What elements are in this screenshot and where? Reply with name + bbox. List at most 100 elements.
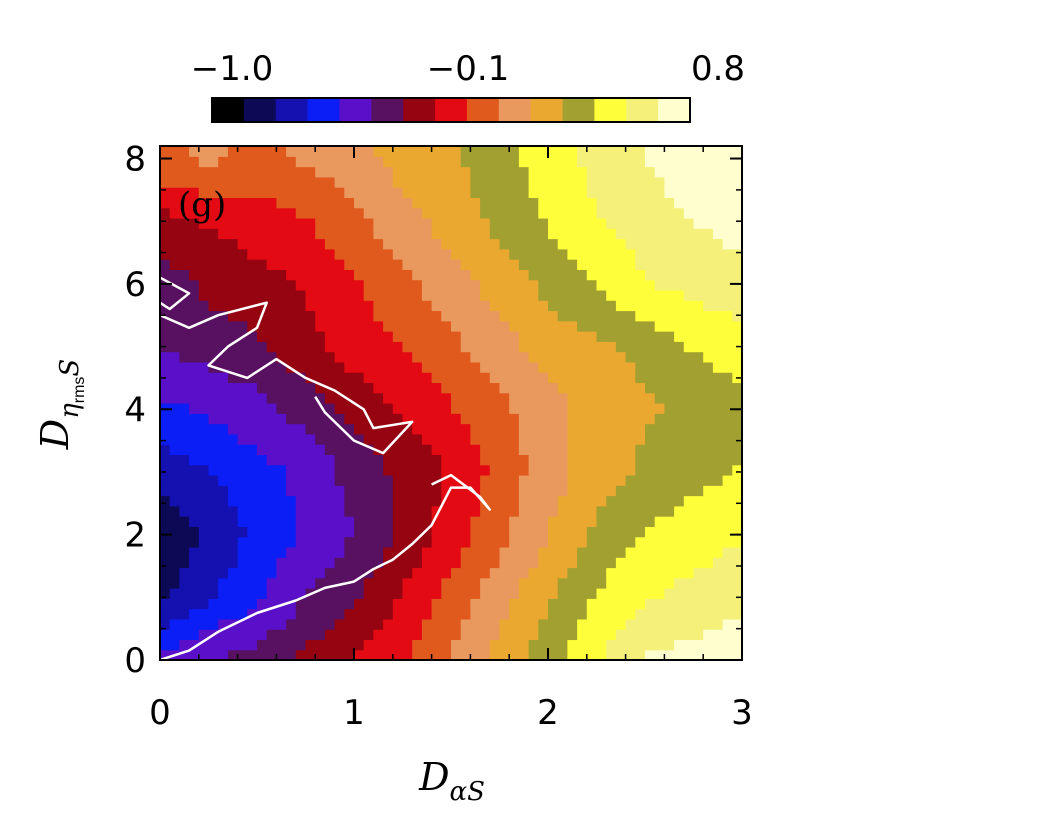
- heatmap-cell: [421, 433, 433, 445]
- heatmap-cell: [441, 310, 452, 322]
- heatmap-cell: [412, 464, 423, 476]
- heatmap-cell: [548, 557, 559, 569]
- heatmap-cell: [198, 351, 210, 363]
- heatmap-cell: [247, 382, 258, 394]
- heatmap-cell: [538, 505, 549, 517]
- heatmap-cell: [363, 176, 374, 188]
- heatmap-cell: [518, 248, 530, 260]
- heatmap-cell: [402, 485, 413, 497]
- heatmap-cell: [189, 629, 200, 641]
- heatmap-cell: [208, 320, 219, 332]
- heatmap-cell: [470, 464, 481, 476]
- heatmap-cell: [412, 639, 423, 651]
- heatmap-cell: [451, 546, 462, 558]
- heatmap-cell: [334, 526, 345, 538]
- heatmap-cell: [208, 495, 219, 507]
- heatmap-cell: [160, 536, 171, 548]
- heatmap-cell: [596, 146, 607, 157]
- heatmap-cell: [596, 433, 607, 445]
- heatmap-cell: [402, 557, 413, 569]
- heatmap-cell: [615, 495, 627, 507]
- heatmap-cell: [276, 156, 287, 168]
- heatmap-cell: [645, 238, 656, 250]
- heatmap-cell: [548, 228, 559, 240]
- heatmap-cell: [615, 639, 627, 651]
- heatmap-cell: [324, 351, 336, 363]
- heatmap-cell: [654, 259, 665, 270]
- heatmap-cell: [334, 423, 345, 435]
- heatmap-cell: [315, 361, 326, 373]
- heatmap-cell: [344, 639, 355, 651]
- heatmap-cell: [518, 197, 530, 209]
- heatmap-cell: [470, 536, 481, 548]
- heatmap-cell: [712, 372, 724, 384]
- heatmap-cell: [218, 351, 229, 363]
- heatmap-cell: [518, 505, 530, 517]
- heatmap-cell: [208, 618, 219, 630]
- heatmap-cell: [189, 248, 200, 260]
- heatmap-cell: [451, 187, 462, 198]
- heatmap-cell: [577, 279, 588, 291]
- heatmap-cell: [208, 289, 219, 301]
- heatmap-cell: [412, 577, 423, 589]
- heatmap-cell: [160, 269, 171, 281]
- heatmap-cell: [586, 546, 598, 558]
- heatmap-cell: [266, 495, 277, 507]
- heatmap-cell: [334, 382, 345, 394]
- heatmap-cell: [208, 485, 219, 497]
- heatmap-cell: [295, 608, 307, 620]
- heatmap-cell: [548, 320, 559, 332]
- heatmap-cell: [295, 577, 307, 589]
- heatmap-cell: [179, 557, 190, 569]
- heatmap-cell: [266, 557, 277, 569]
- heatmap-cell: [615, 382, 627, 394]
- heatmap-cell: [305, 577, 316, 589]
- heatmap-cell: [451, 351, 462, 363]
- heatmap-cell: [218, 207, 229, 219]
- heatmap-cell: [548, 289, 559, 301]
- heatmap-cell: [528, 187, 539, 198]
- heatmap-cell: [460, 187, 471, 198]
- heatmap-cell: [674, 248, 685, 260]
- heatmap-cell: [227, 536, 239, 548]
- heatmap-cell: [567, 454, 578, 466]
- heatmap-cell: [596, 649, 607, 660]
- heatmap-cell: [179, 238, 190, 250]
- heatmap-cell: [257, 598, 268, 610]
- heatmap-cell: [227, 649, 239, 660]
- heatmap-cell: [451, 331, 462, 342]
- heatmap-cell: [732, 382, 742, 394]
- heatmap-cell: [373, 557, 384, 569]
- heatmap-cell: [460, 546, 471, 558]
- heatmap-cell: [344, 618, 355, 630]
- heatmap-cell: [295, 372, 307, 384]
- heatmap-cell: [538, 146, 549, 157]
- heatmap-cell: [460, 228, 471, 240]
- heatmap-cell: [518, 300, 530, 312]
- heatmap-cell: [654, 464, 665, 476]
- heatmap-cell: [266, 289, 277, 301]
- heatmap-cell: [208, 372, 219, 384]
- heatmap-cell: [606, 259, 617, 270]
- heatmap-cell: [567, 444, 578, 455]
- heatmap-cell: [189, 176, 200, 188]
- heatmap-cell: [586, 361, 598, 373]
- heatmap-cell: [218, 146, 229, 157]
- heatmap-cell: [392, 546, 404, 558]
- heatmap-cell: [218, 649, 229, 660]
- heatmap-cell: [664, 289, 675, 301]
- heatmap-cell: [635, 413, 646, 425]
- heatmap-cell: [489, 382, 501, 394]
- heatmap-cell: [635, 269, 646, 281]
- heatmap-cell: [402, 331, 413, 342]
- heatmap-cell: [722, 557, 733, 569]
- heatmap-cell: [567, 403, 578, 414]
- heatmap-cell: [654, 639, 665, 651]
- heatmap-cell: [577, 331, 588, 342]
- heatmap-cell: [683, 351, 695, 363]
- heatmap-cell: [266, 279, 277, 291]
- heatmap-cell: [373, 444, 384, 455]
- heatmap-cell: [257, 474, 268, 486]
- heatmap-cell: [557, 176, 568, 188]
- heatmap-cell: [315, 629, 326, 641]
